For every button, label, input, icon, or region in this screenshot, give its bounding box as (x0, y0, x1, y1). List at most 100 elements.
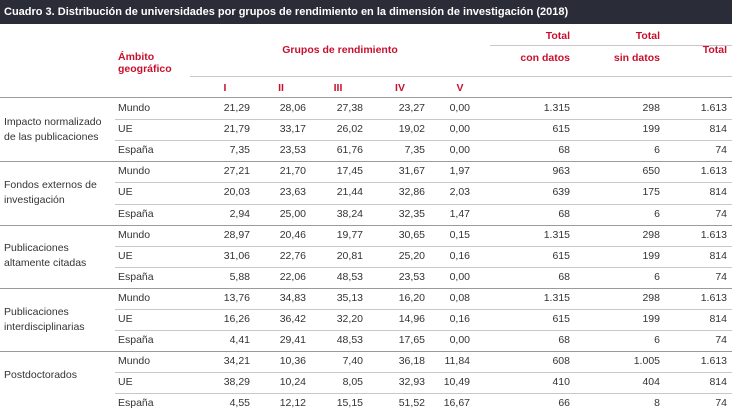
row-divider (115, 182, 732, 184)
cell-ambito: UE (118, 123, 133, 136)
cell-con: 615 (552, 249, 570, 262)
row-divider (115, 309, 732, 310)
cell-iii: 61,76 (336, 144, 363, 157)
cell-i: 38,29 (223, 376, 250, 389)
cell-ii: 20,46 (279, 228, 306, 241)
header-roman-5: V (456, 82, 464, 94)
cell-total: 814 (709, 249, 727, 262)
cell-iii: 8,05 (342, 376, 363, 389)
row-divider (115, 393, 732, 395)
cell-sin: 6 (654, 270, 660, 283)
cell-ii: 10,36 (279, 355, 306, 368)
cell-iii: 15,15 (336, 397, 363, 410)
cell-total: 1.613 (700, 228, 727, 241)
cell-ambito: Mundo (118, 228, 151, 241)
row-divider (115, 203, 732, 205)
cell-ambito: España (118, 334, 154, 347)
cell-iv: 32,86 (398, 186, 425, 199)
cell-v: 10,49 (443, 376, 470, 389)
cell-ii: 21,70 (279, 165, 306, 178)
cell-ambito: Mundo (118, 291, 151, 304)
cell-sin: 298 (642, 228, 660, 241)
cell-con: 66 (558, 397, 570, 410)
cell-con: 963 (552, 165, 570, 178)
cell-ambito: Mundo (118, 165, 151, 178)
cell-ii: 10,24 (279, 376, 306, 389)
cell-v: 0,16 (449, 249, 470, 262)
header-ambito: Ámbito geográfico (118, 51, 172, 75)
cell-v: 0,08 (449, 291, 470, 304)
cell-iv: 23,27 (398, 102, 425, 114)
cell-v: 0,16 (449, 313, 470, 325)
cell-iii: 21,44 (336, 186, 363, 199)
cell-iv: 51,52 (398, 397, 425, 410)
group-label: Publicaciones interdisciplinarias (4, 305, 85, 333)
cell-total: 814 (709, 123, 727, 136)
cell-total: 814 (709, 376, 727, 389)
cell-iii: 20,81 (336, 249, 363, 262)
cell-con: 68 (558, 144, 570, 157)
cell-ambito: España (118, 270, 154, 283)
row-divider (115, 140, 732, 142)
cell-v: 0,00 (449, 334, 470, 347)
cell-ii: 22,76 (279, 249, 306, 262)
cell-v: 0,00 (449, 123, 470, 136)
header-roman-1: I (223, 82, 227, 94)
header-ambito-line2: geográfico (118, 63, 172, 75)
row-divider (115, 372, 732, 374)
cell-sin: 199 (642, 123, 660, 136)
cell-iv: 36,18 (398, 355, 425, 368)
cell-ambito: España (118, 397, 154, 410)
cell-total: 814 (709, 186, 727, 199)
header-total: Total (702, 44, 727, 56)
cell-sin: 6 (654, 207, 660, 220)
cell-total: 74 (715, 207, 727, 220)
header-grupos: Grupos de rendimiento (282, 44, 398, 56)
cell-sin: 199 (642, 313, 660, 325)
cell-ii: 33,17 (279, 123, 306, 136)
cell-iv: 30,65 (398, 228, 425, 241)
cell-con: 615 (552, 123, 570, 136)
cell-total: 1.613 (700, 355, 727, 368)
header-bottom-line (0, 97, 732, 98)
cell-i: 21,29 (223, 102, 250, 114)
cell-iii: 48,53 (336, 270, 363, 283)
cell-ii: 36,42 (279, 313, 306, 325)
group-label: Publicaciones altamente citadas (4, 242, 87, 270)
row-divider (115, 330, 732, 332)
cell-total: 74 (715, 144, 727, 157)
cell-v: 0,00 (449, 102, 470, 114)
cell-con: 639 (552, 186, 570, 199)
cell-total: 1.613 (700, 165, 727, 178)
cell-v: 0,00 (449, 270, 470, 283)
cell-total: 814 (709, 313, 727, 325)
cell-sin: 175 (642, 186, 660, 199)
cell-ambito: UE (118, 249, 133, 262)
cell-total: 1.613 (700, 102, 727, 114)
header-divider-groups (190, 76, 490, 77)
cell-iii: 17,45 (336, 165, 363, 178)
cell-con: 1.315 (543, 228, 570, 241)
header-roman-3: III (333, 82, 343, 94)
cell-ii: 28,06 (279, 102, 306, 114)
header-total-con-datos-2: con datos (520, 52, 570, 64)
cell-v: 0,15 (449, 228, 470, 241)
cell-i: 21,79 (223, 123, 250, 136)
cell-iii: 32,20 (336, 313, 363, 325)
cell-total: 74 (715, 397, 727, 410)
cell-ambito: España (118, 144, 154, 157)
cell-con: 615 (552, 313, 570, 325)
cell-v: 11,84 (444, 355, 471, 368)
cell-i: 16,26 (223, 313, 250, 325)
cell-i: 34,21 (223, 355, 250, 368)
cell-v: 2,03 (449, 186, 470, 199)
cell-iv: 7,35 (404, 144, 425, 157)
cell-iv: 23,53 (398, 270, 425, 283)
cell-sin: 8 (654, 397, 660, 410)
cell-ambito: Mundo (118, 355, 151, 368)
cell-iv: 16,20 (398, 291, 425, 304)
cell-total: 1.613 (700, 291, 727, 304)
cell-con: 68 (558, 334, 570, 347)
cell-total: 74 (715, 334, 727, 347)
cell-v: 1,97 (449, 165, 470, 178)
